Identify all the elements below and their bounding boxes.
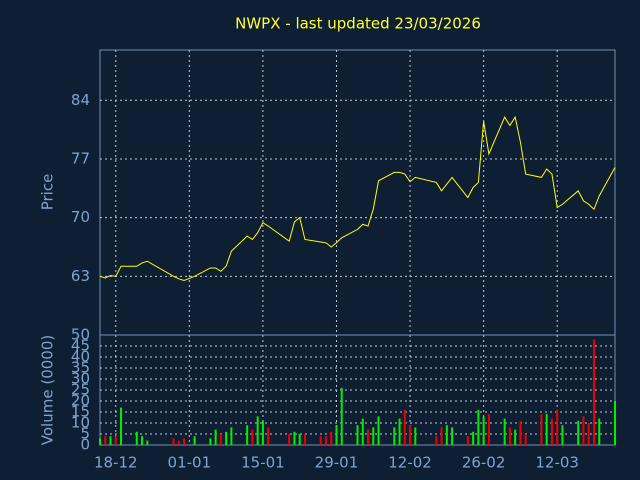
volume-bar — [556, 409, 559, 445]
y-tick-label: 40 — [71, 348, 90, 366]
volume-bar — [577, 420, 580, 445]
y-axis-label: Price — [39, 174, 57, 211]
volume-bar — [582, 416, 585, 445]
x-tick-label: 26-02 — [462, 454, 506, 472]
y-tick-label: 5 — [80, 425, 90, 443]
y-tick-label: 10 — [71, 414, 90, 432]
volume-bar — [319, 436, 322, 445]
x-tick-label: 18-12 — [94, 454, 138, 472]
volume-bar — [99, 438, 101, 445]
y-tick-label: 25 — [71, 381, 90, 399]
volume-bar — [540, 414, 543, 445]
volume-bar — [135, 431, 138, 445]
volume-bar — [288, 434, 291, 445]
volume-bar — [561, 425, 564, 445]
volume-bar — [487, 414, 490, 445]
volume-bar — [193, 436, 196, 445]
volume-bar — [177, 440, 180, 445]
volume-bar — [146, 440, 149, 445]
volume-bar — [614, 401, 616, 445]
volume-bar — [435, 436, 438, 445]
volume-bar — [508, 427, 511, 445]
volume-bar — [598, 418, 601, 445]
volume-bar — [172, 438, 175, 445]
volume-bar — [482, 416, 485, 445]
y-axis-label: Volume (0000) — [39, 335, 57, 445]
volume-bar — [330, 431, 333, 445]
x-tick-label: 12-02 — [388, 454, 432, 472]
y-tick-label: 45 — [71, 337, 90, 355]
volume-bar — [356, 425, 359, 445]
volume-bar — [340, 387, 343, 445]
volume-bar — [524, 434, 527, 445]
x-tick-label: 29-01 — [315, 454, 359, 472]
price-line — [99, 115, 616, 282]
volume-bar — [267, 427, 270, 445]
volume-bar — [230, 427, 233, 445]
y-tick-label: 77 — [71, 149, 90, 167]
y-tick-label: 15 — [71, 403, 90, 421]
volume-bar — [592, 339, 595, 445]
y-tick-label: 20 — [71, 392, 90, 410]
volume-bar — [261, 420, 264, 445]
volume-bar — [214, 429, 217, 445]
volume-bar — [550, 418, 553, 445]
volume-bar — [414, 427, 417, 445]
volume-bar — [403, 409, 406, 445]
x-tick-label: 01-01 — [168, 454, 212, 472]
volume-bar — [393, 427, 396, 445]
volume-bar — [120, 407, 123, 445]
x-tick-label: 15-01 — [241, 454, 285, 472]
volume-bar — [225, 431, 228, 445]
volume-bar — [367, 429, 370, 445]
volume-bar — [372, 427, 375, 445]
volume-bar — [377, 416, 380, 445]
volume-bar — [477, 409, 480, 445]
volume-bar — [466, 436, 469, 445]
volume-bar — [409, 425, 412, 445]
y-tick-label: 30 — [71, 370, 90, 388]
volume-bar — [451, 427, 454, 445]
y-tick-label: 0 — [80, 436, 90, 454]
volume-bar — [587, 423, 590, 445]
y-tick-label: 84 — [71, 91, 90, 109]
volume-bar — [298, 434, 301, 445]
volume-bar — [324, 436, 327, 445]
volume-bar — [114, 436, 117, 445]
volume-bar — [251, 429, 254, 445]
y-tick-label: 50 — [71, 326, 90, 344]
volume-bar — [545, 414, 548, 445]
volume-bar — [219, 434, 222, 445]
volume-bar — [503, 418, 506, 445]
y-tick-label: 70 — [71, 208, 90, 226]
volume-bar — [445, 425, 448, 445]
volume-bar — [256, 416, 259, 445]
volume-bar — [335, 425, 338, 445]
volume-bar — [440, 427, 443, 445]
y-tick-label: 35 — [71, 359, 90, 377]
volume-bar — [246, 425, 249, 445]
y-tick-label: 63 — [71, 267, 90, 285]
volume-bar — [109, 436, 112, 445]
volume-bar — [183, 438, 186, 445]
volume-bar — [209, 438, 212, 445]
chart-title: NWPX - last updated 23/03/2026 — [235, 15, 481, 33]
volume-bar — [361, 418, 364, 445]
volume-bar — [141, 436, 144, 445]
volume-bar — [514, 429, 517, 445]
volume-bar — [472, 431, 475, 445]
volume-bar — [303, 434, 306, 445]
volume-bar — [293, 431, 296, 445]
x-tick-label: 12-03 — [535, 454, 579, 472]
volume-bar — [519, 420, 522, 445]
volume-bar — [104, 436, 107, 445]
volume-bar — [398, 418, 401, 445]
